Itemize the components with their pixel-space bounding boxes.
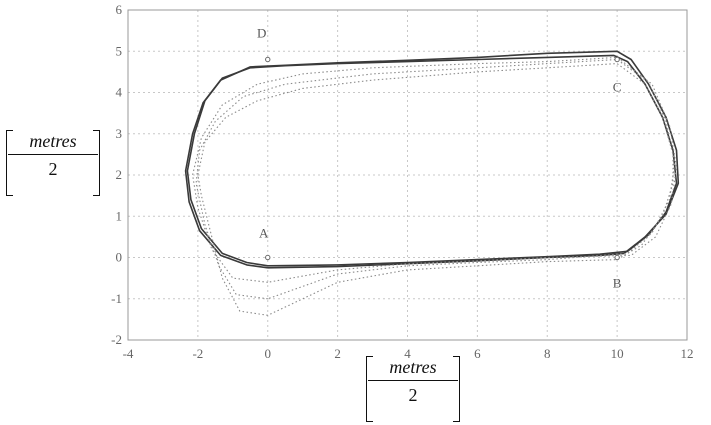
trajectory-dotted-line	[197, 63, 674, 316]
x-tick-labels: -4 -2 0 2 4 6 8 10 12	[123, 346, 694, 361]
trajectory-solid-line	[186, 54, 678, 267]
trajectory-dotted-line	[195, 58, 676, 300]
x-tick-label: -2	[192, 346, 203, 361]
y-tick-label: -2	[111, 332, 122, 347]
x-tick-label: 2	[334, 346, 341, 361]
waypoints: A B C D	[257, 26, 622, 291]
x-axis-label: metres 2	[366, 356, 460, 422]
x-tick-label: 0	[265, 346, 272, 361]
y-tick-label: 3	[116, 126, 123, 141]
y-label-right-bracket	[93, 130, 100, 196]
y-label-fraction-bar	[8, 154, 98, 155]
x-label-denominator: 2	[408, 385, 418, 405]
x-label-fraction-bar	[368, 380, 458, 381]
x-tick-label: 8	[544, 346, 551, 361]
waypoint-label: A	[259, 226, 269, 241]
y-tick-label: 0	[116, 250, 123, 265]
x-label-left-bracket	[366, 356, 373, 422]
waypoint-marker	[614, 56, 620, 63]
waypoint-marker	[614, 254, 620, 261]
y-tick-label: 5	[116, 43, 123, 58]
x-tick-label: 10	[611, 346, 624, 361]
trajectory-dotted-line	[192, 56, 678, 283]
x-label-numerator: metres	[389, 357, 437, 377]
x-label-right-bracket	[453, 356, 460, 422]
y-tick-label: 1	[116, 208, 123, 223]
waypoint-marker	[265, 254, 271, 261]
plot-area	[127, 9, 688, 341]
y-axis-label: metres 2	[6, 130, 100, 196]
y-tick-labels: -2 -1 0 1 2 3 4 5 6	[111, 2, 122, 347]
y-label-numerator: metres	[29, 131, 77, 151]
waypoint-marker	[265, 56, 271, 63]
trajectory-series	[184, 50, 680, 316]
y-tick-label: 2	[116, 167, 123, 182]
y-label-denominator: 2	[48, 159, 58, 179]
y-label-left-bracket	[6, 130, 13, 196]
y-tick-label: 4	[116, 85, 123, 100]
x-tick-label: 6	[474, 346, 481, 361]
trajectory-solid-line	[184, 50, 680, 269]
y-tick-label: 6	[116, 2, 123, 17]
x-tick-label: -4	[123, 346, 134, 361]
waypoint-label: B	[613, 276, 622, 291]
waypoint-label: C	[613, 80, 622, 95]
x-tick-label: 12	[681, 346, 694, 361]
y-tick-label: -1	[111, 291, 122, 306]
waypoint-label: D	[257, 26, 266, 41]
x-tick-label: 4	[404, 346, 411, 361]
